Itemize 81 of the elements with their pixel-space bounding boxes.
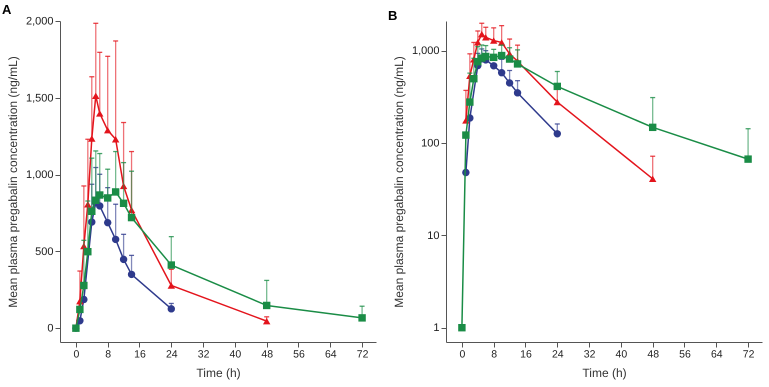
x-tick-label: 0 bbox=[73, 348, 80, 360]
point bbox=[128, 214, 136, 222]
x-tick-label: 40 bbox=[230, 348, 242, 360]
x-tick-label: 8 bbox=[105, 348, 112, 360]
y-axis-title: Mean plasma pregabalin concentration (ng/mL) bbox=[392, 56, 406, 308]
chart-title: A bbox=[2, 2, 12, 17]
point bbox=[482, 52, 490, 60]
x-tick-label: 56 bbox=[679, 348, 691, 360]
point bbox=[506, 79, 514, 87]
x-tick-label: 0 bbox=[459, 348, 466, 360]
point bbox=[358, 314, 366, 322]
x-tick-label: 24 bbox=[552, 348, 564, 360]
point bbox=[88, 208, 96, 216]
x-axis-title: Time (h) bbox=[196, 366, 241, 380]
x-tick-label: 56 bbox=[293, 348, 305, 360]
point bbox=[112, 136, 120, 142]
x-tick-label: 64 bbox=[324, 348, 337, 360]
point bbox=[120, 256, 128, 264]
x-tick-label: 64 bbox=[710, 348, 723, 360]
point bbox=[112, 188, 120, 196]
x-tick-label: 16 bbox=[134, 348, 146, 360]
point bbox=[498, 69, 506, 76]
point bbox=[490, 54, 498, 62]
point bbox=[168, 261, 176, 269]
point bbox=[490, 62, 498, 70]
y-tick-label: 1,500 bbox=[26, 92, 54, 104]
point bbox=[84, 248, 92, 256]
x-tick-label: 24 bbox=[166, 348, 178, 360]
point bbox=[744, 155, 752, 163]
point bbox=[478, 30, 486, 38]
point bbox=[80, 282, 88, 290]
x-tick-label: 48 bbox=[647, 348, 660, 360]
y-tick-label: 1,000 bbox=[26, 169, 54, 182]
point bbox=[458, 324, 466, 332]
point bbox=[490, 37, 498, 44]
point bbox=[648, 176, 656, 182]
point bbox=[482, 34, 490, 41]
y-tick-label: 500 bbox=[35, 246, 54, 258]
y-tick-label: 10 bbox=[427, 230, 440, 242]
point bbox=[466, 98, 474, 106]
point bbox=[120, 182, 128, 190]
x-tick-label: 48 bbox=[261, 348, 274, 360]
point bbox=[76, 306, 84, 314]
point bbox=[92, 92, 100, 100]
point bbox=[96, 202, 104, 210]
x-tick-label: 72 bbox=[356, 348, 369, 360]
point bbox=[84, 201, 92, 208]
point bbox=[514, 89, 522, 97]
point bbox=[474, 39, 482, 46]
point bbox=[104, 218, 112, 226]
point bbox=[128, 270, 136, 278]
point bbox=[470, 74, 478, 82]
point bbox=[554, 130, 562, 138]
point bbox=[462, 131, 470, 139]
point bbox=[554, 98, 562, 106]
x-tick-label: 32 bbox=[198, 348, 210, 360]
x-tick-label: 32 bbox=[584, 348, 596, 360]
y-tick-label: 1 bbox=[433, 322, 440, 334]
point bbox=[262, 302, 270, 310]
point bbox=[96, 191, 104, 199]
y-tick-label: 1,000 bbox=[412, 45, 440, 58]
x-axis-title: Time (h) bbox=[582, 366, 627, 380]
point bbox=[498, 52, 506, 60]
y-tick-label: 100 bbox=[421, 138, 440, 150]
chart-title: B bbox=[388, 8, 398, 23]
point bbox=[104, 126, 112, 134]
point bbox=[168, 282, 176, 289]
y-tick-label: 0 bbox=[47, 322, 54, 335]
x-tick-label: 8 bbox=[491, 348, 498, 360]
y-tick-label: 2,000 bbox=[26, 16, 54, 28]
point bbox=[120, 200, 128, 208]
point bbox=[104, 194, 112, 202]
x-tick-label: 72 bbox=[742, 348, 755, 360]
point bbox=[554, 82, 562, 90]
point bbox=[96, 110, 104, 117]
y-axis-title: Mean plasma pregabalin concentration (ng/mL) bbox=[6, 56, 20, 308]
x-tick-label: 16 bbox=[520, 348, 532, 360]
point bbox=[648, 124, 656, 132]
point bbox=[506, 55, 514, 63]
x-tick-label: 40 bbox=[616, 348, 628, 360]
point bbox=[112, 236, 120, 244]
